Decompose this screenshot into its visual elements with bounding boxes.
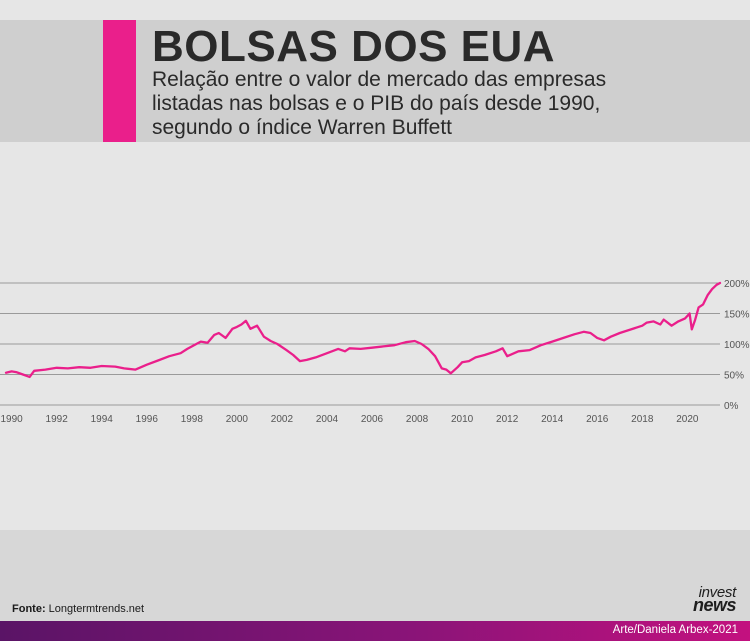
x-tick-label: 2000	[226, 414, 249, 425]
x-tick-label: 2012	[496, 414, 519, 425]
x-tick-label: 2010	[451, 414, 474, 425]
x-tick-label: 2014	[541, 414, 564, 425]
x-tick-label: 2006	[361, 414, 384, 425]
subtitle-line: listadas nas bolsas e o PIB do país desd…	[152, 92, 601, 115]
y-tick-label: 200%	[724, 279, 750, 290]
source-label: Fonte:	[12, 603, 46, 615]
x-tick-label: 1994	[91, 414, 114, 425]
art-credit: Arte/Daniela Arbex-2021	[612, 624, 738, 636]
x-tick-label: 2002	[271, 414, 294, 425]
y-tick-label: 0%	[724, 401, 739, 412]
x-tick-label: 2008	[406, 414, 429, 425]
y-tick-label: 100%	[724, 340, 750, 351]
line-chart: 0% 50% 100% 150% 200% 1990 1992 1994 1996 1998 200…	[0, 279, 750, 425]
x-tick-label: 1990	[1, 414, 24, 425]
source-note: Fonte: Longtermtrends.net	[12, 603, 144, 615]
footer-bar: Arte/Daniela Arbex-2021	[0, 621, 750, 641]
x-tick-label: 2004	[316, 414, 339, 425]
x-tick-label: 1992	[46, 414, 69, 425]
x-tick-label: 2016	[586, 414, 609, 425]
x-tick-label: 1996	[136, 414, 159, 425]
x-tick-label: 2020	[676, 414, 699, 425]
x-tick-label: 1998	[181, 414, 204, 425]
y-tick-label: 150%	[724, 310, 750, 321]
logo-line1: invest	[698, 584, 737, 601]
page-subtitle: Relação entre o valor de mercado das emp…	[152, 68, 732, 140]
subtitle-line: Relação entre o valor de mercado das emp…	[152, 68, 607, 91]
accent-bar	[103, 20, 136, 142]
x-tick-label: 2018	[631, 414, 654, 425]
footer-area	[0, 530, 750, 621]
y-tick-label: 50%	[724, 371, 744, 382]
logo-line2: news	[692, 595, 737, 615]
page-title: BOLSAS DOS EUA	[152, 22, 556, 71]
chart-area: 0% 50% 100% 150% 200% 1990 1992 1994 1996 1998 200…	[0, 250, 750, 435]
source-value: Longtermtrends.net	[48, 603, 145, 615]
investnews-logo: invest news	[692, 584, 737, 615]
subtitle-line: segundo o índice Warren Buffett	[152, 116, 453, 139]
series-line	[4, 281, 722, 379]
